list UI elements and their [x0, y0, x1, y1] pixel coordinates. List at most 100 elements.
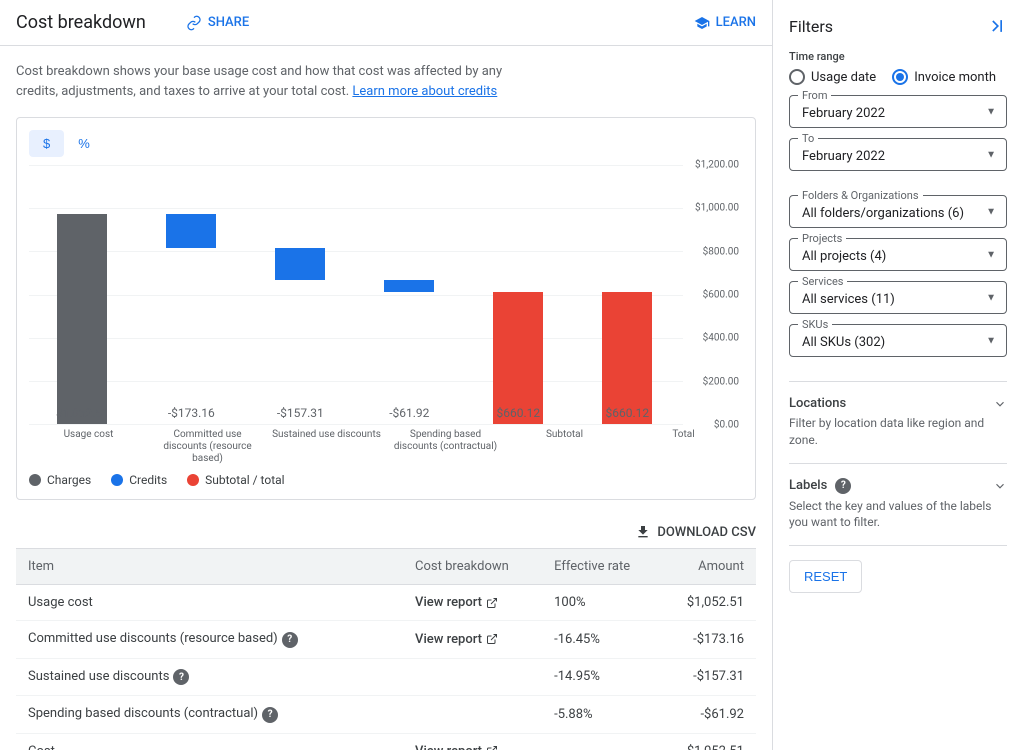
- select-label: SKUs: [798, 318, 832, 331]
- cost-table: ItemCost breakdownEffective rateAmount U…: [16, 548, 756, 750]
- table-column-header: Item: [16, 549, 403, 585]
- radio-usage-date[interactable]: Usage date: [789, 69, 876, 85]
- table-row: CostView report $1,052.51: [16, 733, 756, 750]
- reset-button[interactable]: RESET: [789, 560, 862, 593]
- radio-icon: [892, 69, 908, 85]
- xaxis-label: Sustained use discounts: [267, 429, 386, 465]
- breakdown-cell: [403, 658, 542, 696]
- share-button[interactable]: SHARE: [186, 15, 249, 31]
- link-icon: [186, 15, 202, 31]
- breakdown-cell: View report: [403, 585, 542, 621]
- table-row: Committed use discounts (resource based)…: [16, 621, 756, 659]
- main-panel: Cost breakdown SHARE LEARN Cost breakdow…: [0, 0, 773, 750]
- chart-bar: [275, 248, 325, 279]
- select-services[interactable]: ServicesAll services (11)▼: [789, 281, 1007, 314]
- view-report-link[interactable]: View report: [415, 632, 498, 647]
- help-icon[interactable]: ?: [282, 632, 298, 648]
- download-csv-button[interactable]: DOWNLOAD CSV: [635, 524, 756, 540]
- chart-plot: $1,052.51-$173.16-$157.31-$61.92$660.12$…: [29, 165, 683, 425]
- item-cell: Spending based discounts (contractual)?: [16, 696, 403, 734]
- chevron-down-icon: ▼: [986, 249, 996, 260]
- graduation-icon: [694, 15, 710, 31]
- table-column-header: Cost breakdown: [403, 549, 542, 585]
- rate-cell: -14.95%: [542, 658, 660, 696]
- toggle-dollar-button[interactable]: $: [29, 130, 64, 157]
- amount-cell: -$173.16: [660, 621, 756, 659]
- table-row: Sustained use discounts?-14.95%-$157.31: [16, 658, 756, 696]
- item-cell: Committed use discounts (resource based)…: [16, 621, 403, 659]
- labels-label-wrap: Labels ?: [789, 478, 851, 494]
- locations-header[interactable]: Locations: [789, 396, 1007, 411]
- download-icon: [635, 524, 651, 540]
- table-column-header: Amount: [660, 549, 756, 585]
- learn-button[interactable]: LEARN: [694, 15, 756, 31]
- view-report-link[interactable]: View report: [415, 595, 498, 610]
- rate-cell: -16.45%: [542, 621, 660, 659]
- toggle-percent-button[interactable]: %: [64, 130, 104, 157]
- ytick: $800.00: [703, 246, 739, 257]
- learn-more-link[interactable]: Learn more about credits: [352, 84, 497, 99]
- table-row: Usage costView report 100%$1,052.51: [16, 585, 756, 621]
- external-link-icon: [486, 633, 498, 645]
- external-link-icon: [486, 597, 498, 609]
- reset-section: RESET: [789, 545, 1007, 593]
- legend-item: Charges: [29, 473, 91, 487]
- chart-xaxis: Usage costCommitted use discounts (resou…: [29, 429, 743, 465]
- locations-hint: Filter by location data like region and …: [789, 415, 1007, 449]
- chevron-down-icon: ▼: [986, 335, 996, 346]
- chart-bar: [602, 292, 652, 424]
- legend-item: Subtotal / total: [187, 473, 284, 487]
- select-label: Services: [798, 275, 847, 288]
- time-range-section: Time range Usage date Invoice month From …: [789, 50, 1007, 181]
- view-report-link[interactable]: View report: [415, 744, 498, 750]
- rate-cell: [542, 733, 660, 750]
- chart-bar: [57, 214, 107, 425]
- select-value: All SKUs (302): [802, 335, 994, 350]
- amount-cell: -$61.92: [660, 696, 756, 734]
- description: Cost breakdown shows your base usage cos…: [0, 46, 520, 117]
- ytick: $400.00: [703, 333, 739, 344]
- xaxis-label: Subtotal: [505, 429, 624, 465]
- collapse-icon[interactable]: [987, 16, 1007, 36]
- legend-dot: [111, 474, 123, 486]
- table-column-header: Effective rate: [542, 549, 660, 585]
- chart-bar: [166, 214, 216, 249]
- table-header-row: ItemCost breakdownEffective rateAmount: [16, 549, 756, 585]
- legend-label: Subtotal / total: [205, 473, 284, 487]
- radio-invoice-month[interactable]: Invoice month: [892, 69, 996, 85]
- select-value: All services (11): [802, 292, 994, 307]
- time-range-label: Time range: [789, 50, 1007, 63]
- select-value: All folders/organizations (6): [802, 206, 994, 221]
- filters-title: Filters: [789, 17, 833, 36]
- chart-bar: [384, 280, 434, 292]
- chart-card: $ % $1,052.51-$173.16-$157.31-$61.92$660…: [16, 117, 756, 500]
- ytick: $600.00: [703, 290, 739, 301]
- learn-label: LEARN: [716, 15, 756, 30]
- item-cell: Sustained use discounts?: [16, 658, 403, 696]
- amount-cell: $1,052.51: [660, 585, 756, 621]
- from-label: From: [798, 89, 831, 102]
- from-select[interactable]: From February 2022 ▼: [789, 95, 1007, 128]
- help-icon[interactable]: ?: [173, 669, 189, 685]
- share-label: SHARE: [208, 15, 249, 30]
- labels-section: Labels ? Select the key and values of th…: [789, 463, 1007, 532]
- select-projects[interactable]: ProjectsAll projects (4)▼: [789, 238, 1007, 271]
- chevron-down-icon: ▼: [986, 206, 996, 217]
- ytick: $1,000.00: [695, 203, 739, 214]
- legend-dot: [29, 474, 41, 486]
- help-icon[interactable]: ?: [835, 478, 851, 494]
- locations-section: Locations Filter by location data like r…: [789, 381, 1007, 449]
- select-skus[interactable]: SKUsAll SKUs (302)▼: [789, 324, 1007, 357]
- labels-header[interactable]: Labels ?: [789, 478, 1007, 494]
- ytick: $1,200.00: [695, 160, 739, 171]
- to-select[interactable]: To February 2022 ▼: [789, 138, 1007, 171]
- radio-icon: [789, 69, 805, 85]
- page-title: Cost breakdown: [16, 12, 146, 33]
- locations-label: Locations: [789, 396, 846, 411]
- radio-label: Invoice month: [914, 70, 996, 85]
- help-icon[interactable]: ?: [262, 707, 278, 723]
- time-range-radios: Usage date Invoice month: [789, 69, 1007, 85]
- legend-item: Credits: [111, 473, 167, 487]
- select-folders-organizations[interactable]: Folders & OrganizationsAll folders/organ…: [789, 195, 1007, 228]
- ytick: $0.00: [714, 420, 739, 431]
